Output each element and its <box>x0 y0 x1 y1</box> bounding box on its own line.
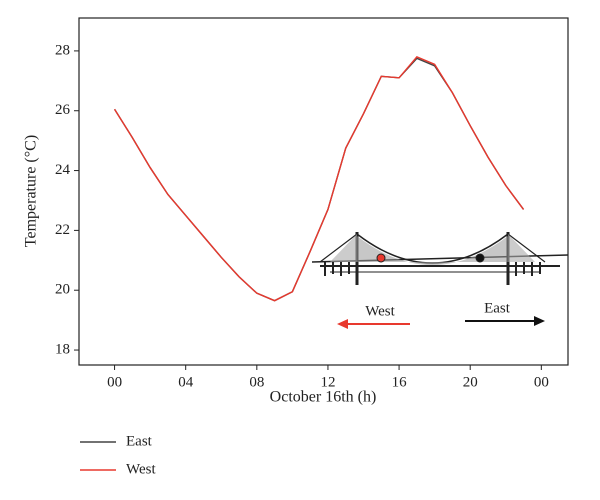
y-tick-label: 22 <box>55 222 70 238</box>
x-tick-label: 00 <box>534 374 549 390</box>
x-tick-label: 00 <box>107 374 122 390</box>
plot-frame <box>78 17 569 366</box>
y-tick-label: 24 <box>55 162 71 178</box>
x-tick-label: 20 <box>463 374 478 390</box>
annotation: East <box>484 300 511 316</box>
series-line <box>113 57 525 302</box>
x-tick-label: 04 <box>178 374 194 390</box>
y-tick-label: 20 <box>55 282 70 298</box>
x-tick-label: 16 <box>392 374 408 390</box>
legend-label: East <box>126 433 153 449</box>
y-tick-label: 18 <box>55 341 70 357</box>
bridge-inset <box>311 232 569 285</box>
x-axis-title: October 16th (h) <box>270 389 377 406</box>
y-tick-label: 26 <box>55 102 71 118</box>
series-line <box>113 56 525 302</box>
y-tick-label: 28 <box>55 42 70 58</box>
y-axis-title: Temperature (°C) <box>23 135 40 247</box>
legend-label: West <box>126 461 156 477</box>
x-tick-label: 12 <box>320 374 335 390</box>
annotation: West <box>365 303 395 319</box>
east-arrowhead <box>534 316 545 326</box>
x-tick-label: 08 <box>249 374 264 390</box>
west-arrowhead <box>337 319 348 329</box>
